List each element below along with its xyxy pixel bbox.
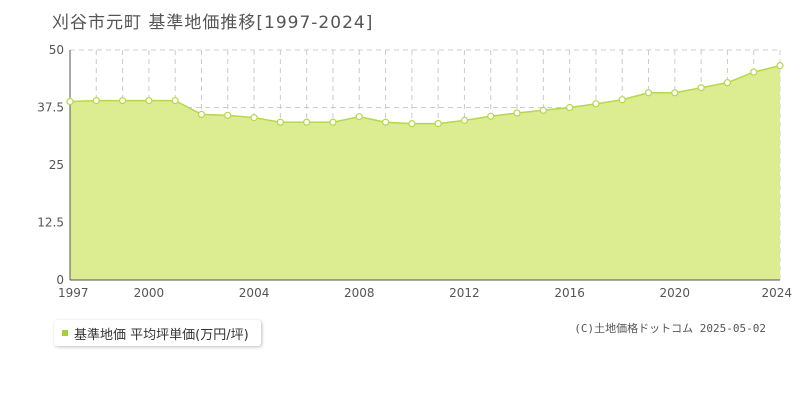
data-point <box>644 89 653 97</box>
legend-label: 基準地価 平均坪単価(万円/坪) <box>74 327 249 343</box>
data-point <box>171 96 179 105</box>
data-point <box>250 114 258 122</box>
data-point <box>592 100 600 108</box>
x-tick-label: 2024 <box>761 286 792 300</box>
data-point <box>566 103 574 112</box>
data-point <box>750 68 758 76</box>
tick-labels: 0 12.5 25 37.5 50 1997 2000 2004 2008 2012 2016 202… <box>37 43 792 300</box>
data-point <box>460 116 469 124</box>
data-point <box>671 89 679 97</box>
x-tick-label: 2004 <box>239 286 270 300</box>
y-tick-label: 37.5 <box>37 101 64 115</box>
copyright-text: (C)土地価格ドットコム 2025-05-02 <box>574 322 766 335</box>
data-point <box>487 112 495 120</box>
x-tick-label: 2008 <box>344 286 375 300</box>
legend: 基準地価 平均坪単価(万円/坪) <box>54 320 261 346</box>
y-tick-label: 12.5 <box>37 216 64 230</box>
data-point <box>355 113 363 121</box>
y-tick-label: 25 <box>49 158 64 172</box>
data-point <box>329 118 337 126</box>
chart-title: 刈谷市元町 基準地価推移[1997-2024] <box>52 13 374 33</box>
data-point <box>618 96 626 104</box>
x-tick-label: 2000 <box>134 286 165 300</box>
data-point <box>224 111 232 119</box>
data-point <box>197 110 206 119</box>
data-point <box>539 106 547 114</box>
area-layer <box>69 64 781 280</box>
data-point <box>723 79 732 87</box>
data-point <box>408 119 416 128</box>
y-tick-label: 50 <box>49 43 64 57</box>
data-point <box>381 118 390 126</box>
x-tick-label: 2016 <box>554 286 585 300</box>
markers <box>66 62 784 128</box>
x-tick-label: 2020 <box>660 286 691 300</box>
data-point <box>276 118 284 126</box>
data-point <box>434 119 442 128</box>
x-tick-label: 1997 <box>58 286 89 300</box>
data-point <box>92 96 100 105</box>
series-line <box>69 64 781 125</box>
data-point <box>513 109 521 117</box>
y-tick-label: 0 <box>56 273 64 287</box>
legend-swatch <box>62 330 68 336</box>
area-fill <box>70 65 780 280</box>
data-point <box>697 84 705 92</box>
data-point <box>776 62 784 70</box>
data-point <box>145 96 153 105</box>
data-point <box>303 118 311 126</box>
x-tick-label: 2012 <box>449 286 480 300</box>
axes <box>69 50 780 281</box>
data-point <box>118 96 127 105</box>
data-point <box>66 97 74 106</box>
